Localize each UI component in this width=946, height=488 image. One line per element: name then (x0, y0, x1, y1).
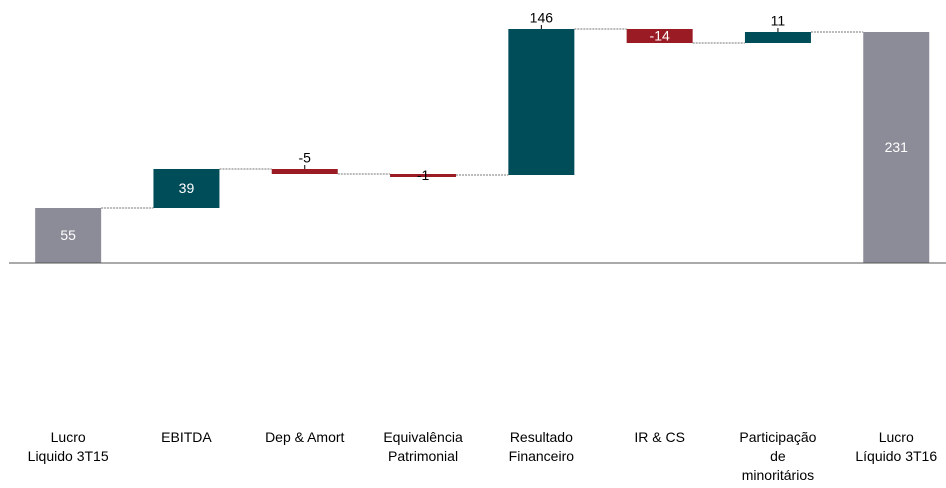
bar (35, 208, 102, 263)
x-tick-label: Lucro Líquido 3T16 (855, 429, 938, 464)
x-tick-label: IR & CS (634, 429, 685, 445)
value-label: 231 (885, 139, 909, 155)
x-tick-label: Lucro Liquido 3T15 (27, 429, 109, 464)
x-tick-label: Resultado Financeiro (508, 429, 575, 464)
bar (508, 29, 575, 175)
x-tick-label: Participação de minoritários (739, 429, 817, 483)
x-tick-label: Equivalência Patrimonial (383, 429, 463, 464)
value-label: 39 (179, 180, 195, 196)
bar (626, 29, 693, 43)
value-label: -1 (417, 167, 430, 183)
bar (390, 174, 457, 177)
value-label: 55 (60, 227, 76, 243)
bar (271, 169, 338, 174)
x-tick-label: EBITDA (161, 429, 212, 445)
value-label: 11 (771, 13, 786, 29)
value-label: -14 (650, 28, 670, 44)
bar (153, 169, 220, 208)
bar (744, 32, 811, 43)
bar (863, 32, 930, 263)
value-label: 146 (530, 10, 554, 26)
value-label: -5 (299, 150, 312, 166)
x-tick-label: Dep & Amort (265, 429, 345, 445)
